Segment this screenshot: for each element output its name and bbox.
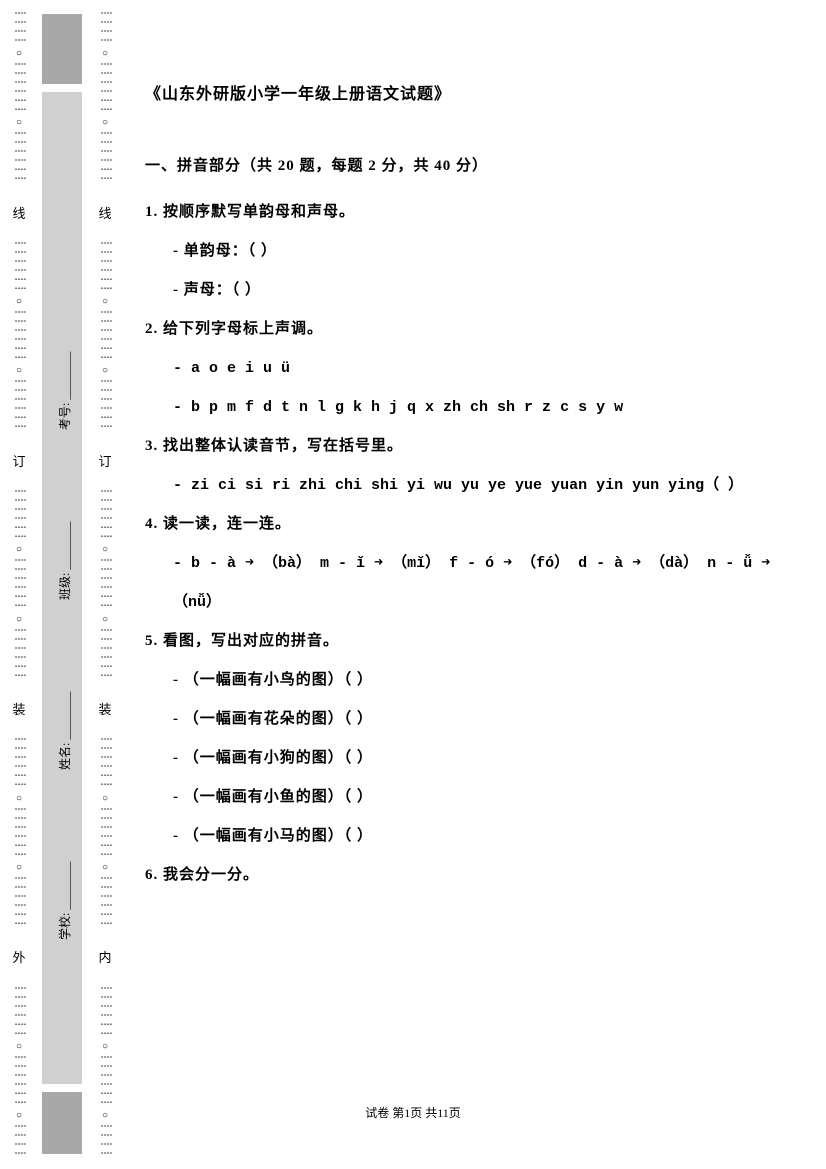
question-1b: - 声母：（ ） (145, 271, 785, 310)
binding-char: 外 (12, 947, 25, 966)
binding-inner: ┊┊┊┊○┊┊┊┊┊┊○┊┊┊┊┊┊ 线 ┊┊┊┊┊┊○┊┊┊┊┊┊○┊┊┊┊┊… (92, 0, 118, 1169)
exam-content: 《山东外研版小学一年级上册语文试题》 一、拼音部分（共 20 题，每题 2 分，… (145, 80, 785, 895)
binding-char: 订 (98, 451, 111, 470)
question-5a: - （一幅画有小鸟的图）（ ） (145, 661, 785, 700)
binding-outer: ┊┊┊┊○┊┊┊┊┊┊○┊┊┊┊┊┊ 线 ┊┊┊┊┊┊○┊┊┊┊┊┊○┊┊┊┊┊… (6, 0, 32, 1169)
question-6: 6. 我会分一分。 (145, 856, 785, 895)
binding-char: 线 (12, 203, 25, 222)
field-examno: 考号: ________ (56, 352, 73, 430)
question-5: 5. 看图，写出对应的拼音。 (145, 622, 785, 661)
binding-char: 线 (98, 203, 111, 222)
page-title: 《山东外研版小学一年级上册语文试题》 (145, 80, 785, 104)
question-5e: - （一幅画有小马的图）（ ） (145, 817, 785, 856)
field-class: 班级: ________ (56, 522, 73, 600)
question-4: 4. 读一读，连一连。 (145, 505, 785, 544)
binding-char: 装 (12, 699, 25, 718)
field-name: 姓名: ________ (56, 692, 73, 770)
question-5c: - （一幅画有小狗的图）（ ） (145, 739, 785, 778)
question-4a: - b - à ➜ （bà） m - ǐ ➜ （mǐ） f - ó ➜ （fó）… (145, 544, 785, 622)
field-school: 学校: ________ (56, 862, 73, 940)
binding-char: 装 (98, 699, 111, 718)
question-2a: - a o e i u ü (145, 349, 785, 388)
question-2b: - b p m f d t n l g k h j q x zh ch sh r… (145, 388, 785, 427)
binding-strip-top (42, 14, 82, 84)
page-footer: 试卷 第1页 共11页 (0, 1104, 826, 1121)
binding-strip-bot (42, 1092, 82, 1154)
question-1: 1. 按顺序默写单韵母和声母。 (145, 193, 785, 232)
question-1a: - 单韵母：（ ） (145, 232, 785, 271)
question-2: 2. 给下列字母标上声调。 (145, 310, 785, 349)
section-heading: 一、拼音部分（共 20 题，每题 2 分，共 40 分） (145, 154, 785, 175)
question-5d: - （一幅画有小鱼的图）（ ） (145, 778, 785, 817)
question-5b: - （一幅画有花朵的图）（ ） (145, 700, 785, 739)
binding-char: 订 (12, 451, 25, 470)
question-3a: - zi ci si ri zhi chi shi yi wu yu ye yu… (145, 466, 785, 505)
question-3: 3. 找出整体认读音节，写在括号里。 (145, 427, 785, 466)
binding-char: 内 (98, 947, 111, 966)
